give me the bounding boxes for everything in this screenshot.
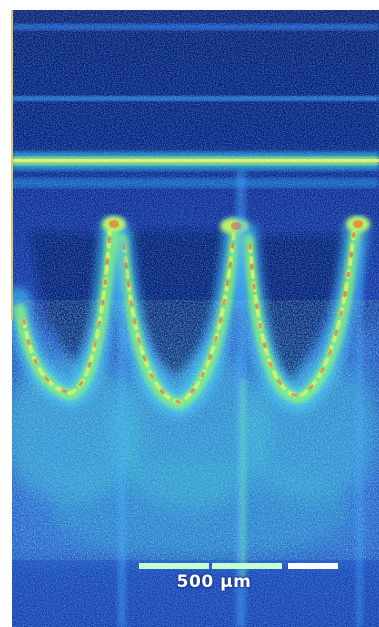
scale-bar-label: 500 µm	[176, 572, 252, 592]
scale-bar-right-segment	[288, 563, 338, 569]
left-frame	[0, 0, 12, 627]
scale-bar	[139, 563, 338, 569]
scale-bar-mid-segment	[212, 563, 282, 569]
scale-bar-left-segment	[139, 563, 209, 569]
top-frame	[0, 0, 379, 10]
left-edge-line	[11, 10, 13, 320]
speckle-noise-green	[12, 300, 379, 560]
